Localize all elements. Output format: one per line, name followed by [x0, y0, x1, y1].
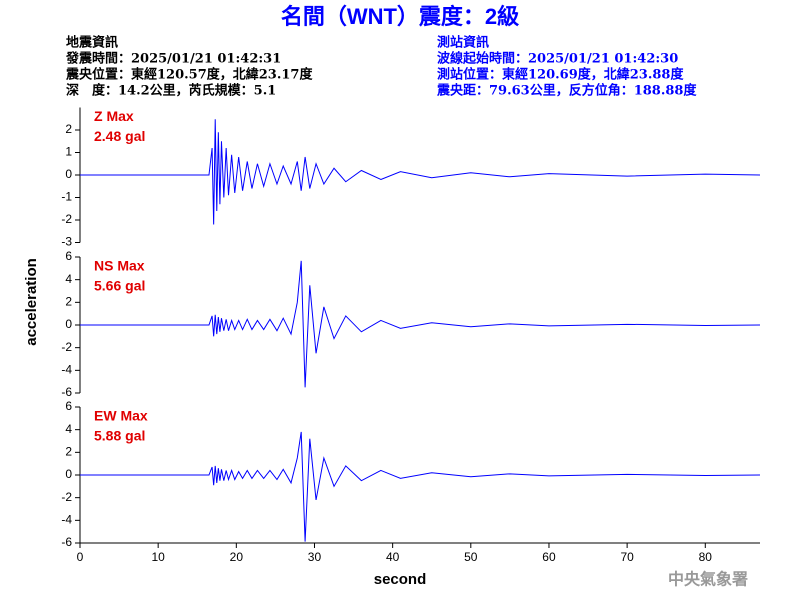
x-tick-label: 60 — [542, 550, 556, 564]
y-axis-label: acceleration — [23, 258, 40, 346]
x-tick-label: 50 — [464, 550, 478, 564]
info-left: 地震資訊 — [66, 35, 118, 51]
y-tick-label: 6 — [65, 399, 72, 413]
y-tick-label: -4 — [61, 513, 72, 527]
info-left: 發震時間：2025/01/21 01:42:31 — [65, 51, 281, 67]
y-tick-label: -2 — [61, 490, 72, 504]
max-label: 5.66 gal — [94, 278, 145, 294]
y-tick-label: -6 — [61, 535, 72, 549]
info-left: 震央位置：東經120.57度，北緯23.17度 — [65, 67, 313, 83]
y-tick-label: 0 — [65, 317, 72, 331]
x-tick-label: 70 — [620, 550, 634, 564]
title: 名間（WNT）震度：2級 — [281, 4, 519, 29]
x-tick-label: 40 — [386, 550, 400, 564]
y-tick-label: 6 — [65, 249, 72, 263]
y-tick-label: 4 — [65, 272, 72, 286]
y-tick-label: 0 — [65, 167, 72, 181]
max-label: EW Max — [94, 408, 148, 424]
y-tick-label: -1 — [61, 190, 72, 204]
y-tick-label: 1 — [65, 145, 72, 159]
max-label: NS Max — [94, 258, 145, 274]
info-right: 測站資訊 — [437, 35, 489, 51]
waveform — [80, 119, 761, 225]
y-tick-label: 0 — [65, 467, 72, 481]
y-tick-label: 2 — [65, 295, 72, 309]
x-tick-label: 0 — [77, 550, 84, 564]
x-tick-label: 30 — [308, 550, 322, 564]
y-tick-label: 2 — [65, 122, 72, 136]
y-tick-label: -6 — [61, 385, 72, 399]
x-tick-label: 80 — [699, 550, 713, 564]
waveform — [80, 260, 761, 388]
y-tick-label: -2 — [61, 212, 72, 226]
y-tick-label: -4 — [61, 363, 72, 377]
info-left: 深 度：14.2公里，芮氏規模：5.1 — [66, 83, 276, 99]
max-label: 2.48 gal — [94, 128, 145, 144]
info-right: 波線起始時間：2025/01/21 01:42:30 — [437, 51, 678, 67]
y-tick-label: 2 — [65, 445, 72, 459]
y-tick-label: 4 — [65, 422, 72, 436]
max-label: Z Max — [94, 108, 134, 124]
x-tick-label: 10 — [151, 550, 165, 564]
max-label: 5.88 gal — [94, 428, 145, 444]
info-right: 測站位置：東經120.69度，北緯23.88度 — [437, 67, 684, 83]
x-axis-label: second — [374, 571, 427, 588]
waveform — [80, 431, 761, 542]
credit: 中央氣象署 — [668, 570, 748, 589]
x-tick-label: 20 — [230, 550, 244, 564]
y-tick-label: -3 — [61, 235, 72, 249]
y-tick-label: -2 — [61, 340, 72, 354]
info-right: 震央距：79.63公里，反方位角：188.88度 — [436, 83, 697, 99]
